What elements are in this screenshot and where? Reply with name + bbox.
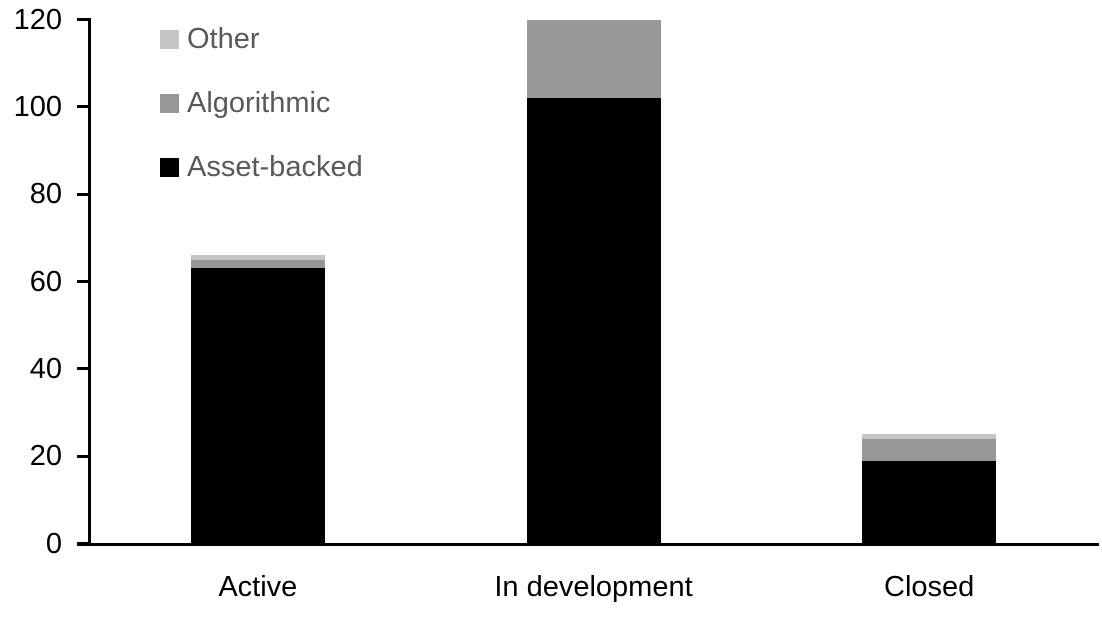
x-axis-line — [77, 543, 1099, 546]
bar-closed-algorithmic — [862, 438, 997, 461]
legend-label: Other — [187, 23, 260, 55]
y-tick-label-100: 100 — [13, 90, 62, 123]
legend-item-asset-backed: Asset-backed — [160, 151, 363, 183]
y-tick-20 — [77, 454, 89, 458]
bar-closed-other — [862, 434, 997, 439]
y-tick-0 — [77, 542, 89, 545]
y-tick-100 — [77, 105, 89, 109]
x-category-label-in-development: In development — [494, 571, 693, 603]
y-tick-label-20: 20 — [29, 440, 62, 473]
legend-item-other: Other — [160, 23, 260, 55]
x-category-label-active: Active — [218, 571, 298, 603]
bar-closed-asset-backed — [862, 460, 997, 544]
legend-item-algorithmic: Algorithmic — [160, 87, 331, 119]
y-tick-label-40: 40 — [29, 352, 62, 385]
asset-backed-swatch-icon — [160, 158, 179, 177]
x-category-label-closed: Closed — [884, 571, 975, 603]
bar-active-asset-backed — [190, 268, 325, 544]
y-tick-40 — [77, 367, 89, 371]
y-tick-60 — [77, 280, 89, 283]
bar-in-development-algorithmic — [526, 19, 661, 99]
other-swatch-icon — [160, 30, 179, 49]
legend-label: Asset-backed — [187, 151, 363, 183]
bar-active-other — [190, 255, 325, 260]
y-tick-120 — [77, 18, 89, 21]
y-tick-label-60: 60 — [29, 265, 62, 298]
y-axis-line — [88, 18, 91, 546]
y-tick-label-120: 120 — [13, 3, 62, 36]
legend-label: Algorithmic — [187, 87, 331, 119]
y-tick-80 — [77, 192, 89, 196]
y-tick-label-0: 0 — [45, 527, 62, 560]
algorithmic-swatch-icon — [160, 94, 179, 113]
y-tick-label-80: 80 — [29, 178, 62, 211]
bar-active-algorithmic — [190, 259, 325, 269]
bar-in-development-asset-backed — [526, 98, 661, 544]
